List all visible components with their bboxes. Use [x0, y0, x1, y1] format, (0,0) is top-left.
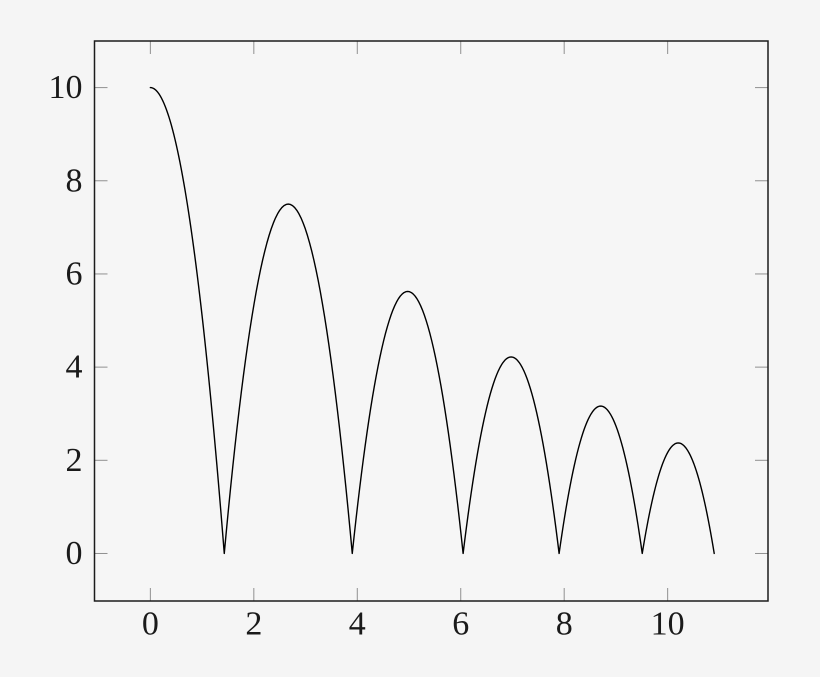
y-tick-label: 6 — [66, 255, 83, 292]
y-tick-label: 0 — [66, 535, 83, 572]
plot-area — [94, 41, 768, 601]
x-tick-label: 0 — [142, 606, 159, 643]
x-tick-label: 6 — [452, 606, 469, 643]
x-tick-label: 2 — [245, 606, 262, 643]
x-tick-label: 4 — [349, 606, 366, 643]
y-axis-labels: 0 2 4 6 8 10 — [49, 69, 83, 572]
x-tick-label: 8 — [556, 606, 573, 643]
y-tick-label: 10 — [49, 69, 83, 106]
y-tick-label: 8 — [66, 162, 83, 199]
x-tick-label: 10 — [651, 606, 685, 643]
data-curve — [149, 86, 715, 555]
y-tick-label: 4 — [66, 349, 83, 386]
tick-marks — [94, 41, 768, 601]
y-tick-label: 2 — [66, 442, 83, 479]
plot-frame — [93, 40, 769, 602]
x-axis-labels: 0 2 4 6 8 10 — [142, 606, 685, 643]
